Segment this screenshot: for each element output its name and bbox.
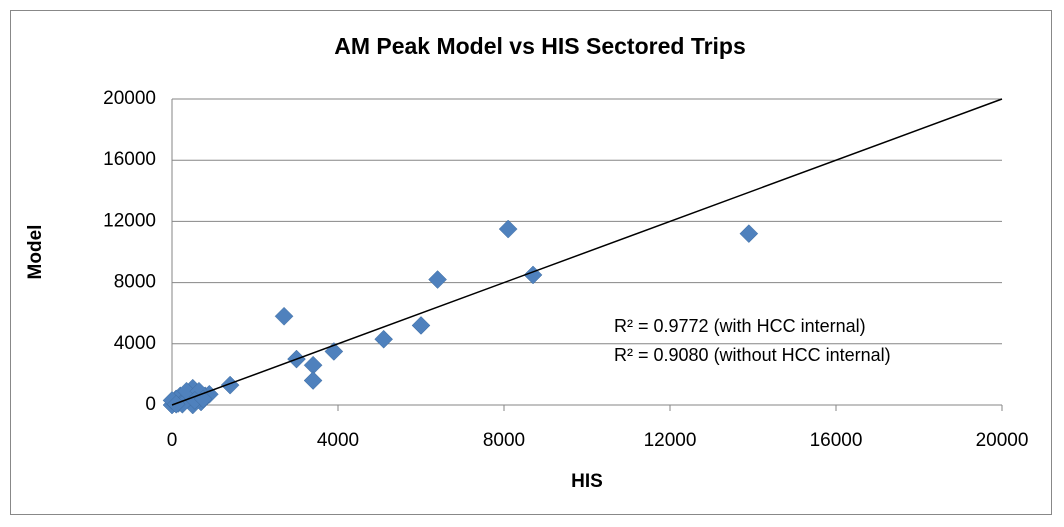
x-tick-label: 0 (167, 430, 178, 451)
data-point (498, 219, 518, 239)
data-point (739, 224, 759, 243)
y-tick-label: 12000 (103, 210, 156, 231)
x-tick-label: 16000 (810, 430, 863, 451)
y-axis-label: Model (25, 225, 46, 280)
y-tick-label: 16000 (103, 149, 156, 170)
data-point (303, 371, 323, 390)
y-tick-label: 4000 (114, 333, 156, 354)
y-tick-label: 8000 (114, 272, 156, 293)
y-tick-label: 0 (145, 394, 156, 415)
chart-title: AM Peak Model vs HIS Sectored Trips (334, 33, 746, 59)
annotation: R² = 0.9080 (without HCC internal) (614, 345, 891, 365)
annotation: R² = 0.9772 (with HCC internal) (614, 316, 866, 336)
chart-border (10, 10, 1052, 515)
reference-line (171, 98, 1003, 406)
data-point (428, 270, 447, 289)
x-tick-label: 20000 (976, 430, 1029, 451)
y-tick-label: 20000 (103, 88, 156, 109)
x-axis-label: HIS (571, 471, 603, 492)
x-tick-label: 8000 (483, 430, 525, 451)
x-tick-label: 12000 (644, 430, 697, 451)
data-point (411, 316, 431, 335)
data-point (274, 306, 294, 326)
x-tick-label: 4000 (317, 430, 359, 451)
data-point (374, 329, 394, 349)
